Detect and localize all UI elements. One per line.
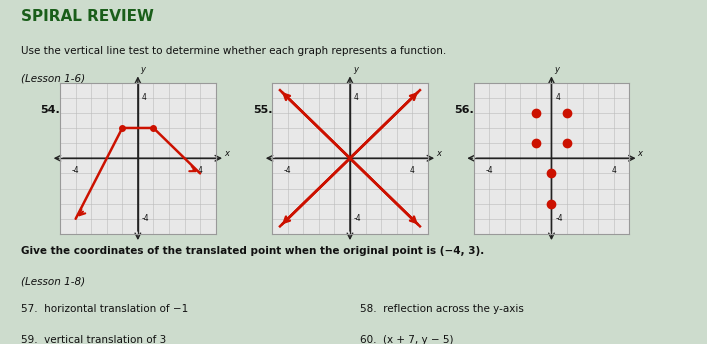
Text: -4: -4: [141, 214, 149, 223]
Text: Use the vertical line test to determine whether each graph represents a function: Use the vertical line test to determine …: [21, 46, 446, 56]
Text: Give the coordinates of the translated point when the original point is (−4, 3).: Give the coordinates of the translated p…: [21, 246, 484, 256]
Text: 4: 4: [410, 166, 414, 175]
Text: 4: 4: [141, 93, 146, 102]
Text: y: y: [141, 65, 146, 74]
Text: y: y: [554, 65, 559, 74]
Text: 56.: 56.: [454, 105, 474, 115]
Text: 4: 4: [354, 93, 358, 102]
Text: 4: 4: [556, 93, 560, 102]
Text: x: x: [224, 149, 229, 159]
Text: (Lesson 1-8): (Lesson 1-8): [21, 277, 85, 287]
Text: 60.  (x + 7, y − 5): 60. (x + 7, y − 5): [360, 335, 453, 344]
Text: x: x: [436, 149, 441, 159]
Text: -4: -4: [556, 214, 563, 223]
Text: 59.  vertical translation of 3: 59. vertical translation of 3: [21, 335, 166, 344]
Text: -4: -4: [486, 166, 493, 175]
Text: 57.  horizontal translation of −1: 57. horizontal translation of −1: [21, 304, 188, 314]
Text: -4: -4: [354, 214, 361, 223]
Text: -4: -4: [72, 166, 79, 175]
Text: -4: -4: [284, 166, 291, 175]
Text: 54.: 54.: [40, 105, 60, 115]
Text: 4: 4: [612, 166, 616, 175]
Text: 4: 4: [198, 166, 202, 175]
Text: (Lesson 1-6): (Lesson 1-6): [21, 74, 85, 84]
Text: 58.  reflection across the y-axis: 58. reflection across the y-axis: [360, 304, 524, 314]
Text: y: y: [353, 65, 358, 74]
Text: x: x: [638, 149, 643, 159]
Text: SPIRAL REVIEW: SPIRAL REVIEW: [21, 9, 154, 24]
Text: 55.: 55.: [252, 105, 272, 115]
